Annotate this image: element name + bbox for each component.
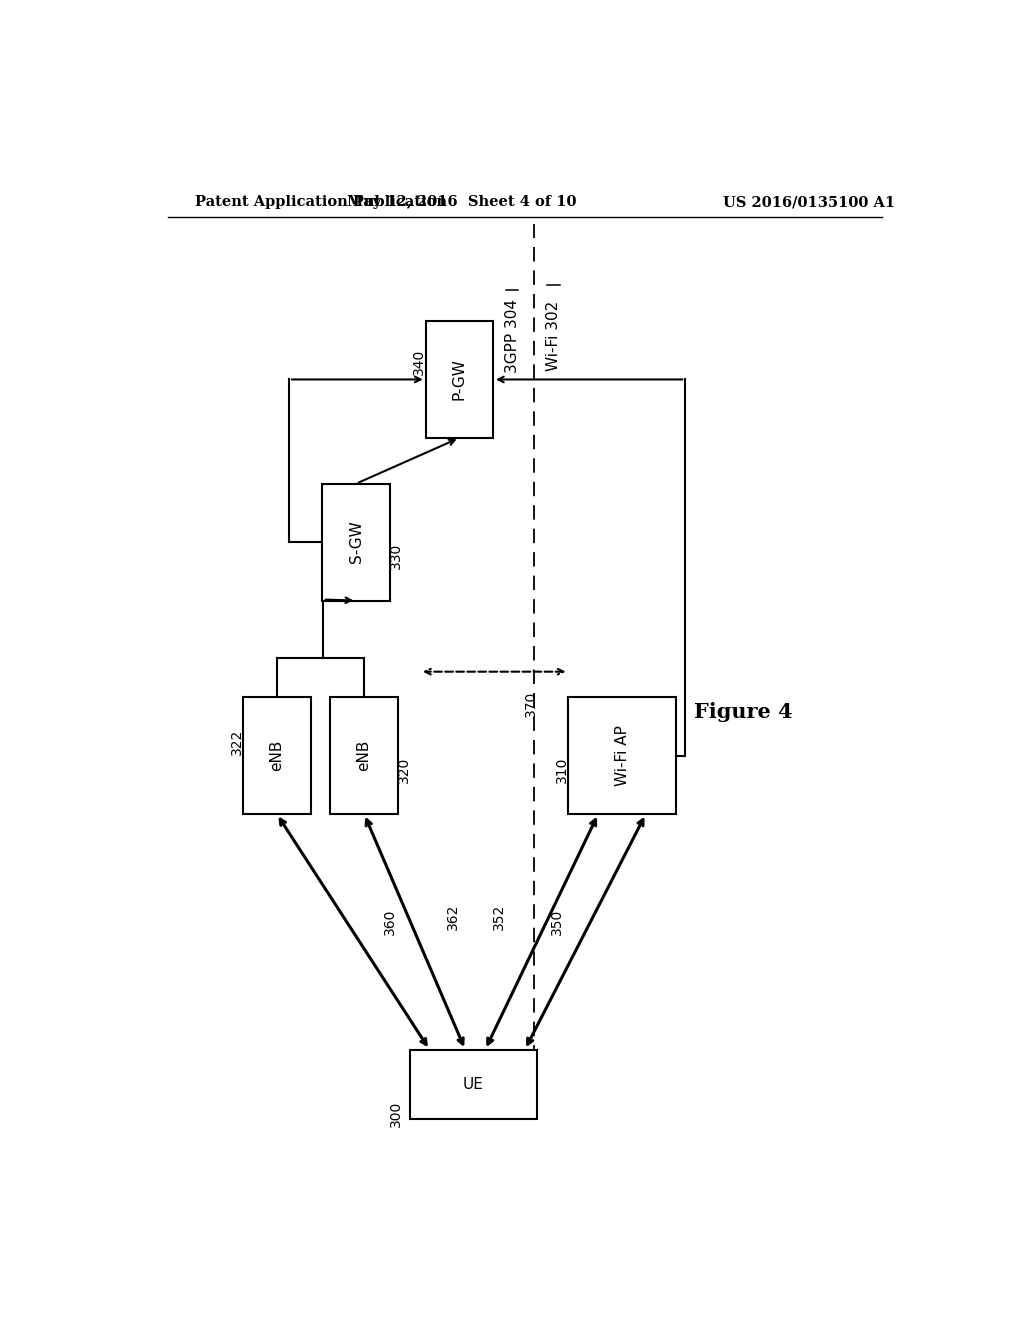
Text: 362: 362 xyxy=(446,903,461,929)
FancyBboxPatch shape xyxy=(323,483,390,601)
Text: 340: 340 xyxy=(413,348,426,375)
Text: Wi-Fi AP: Wi-Fi AP xyxy=(614,725,630,785)
Text: eNB: eNB xyxy=(356,739,372,771)
Text: 352: 352 xyxy=(492,903,506,929)
FancyBboxPatch shape xyxy=(243,697,310,814)
Text: eNB: eNB xyxy=(269,739,285,771)
Text: 322: 322 xyxy=(229,729,244,755)
Text: US 2016/0135100 A1: US 2016/0135100 A1 xyxy=(723,195,895,209)
Text: 330: 330 xyxy=(389,543,403,569)
Text: 360: 360 xyxy=(383,908,397,935)
Text: Figure 4: Figure 4 xyxy=(693,702,793,722)
Text: 3GPP 304: 3GPP 304 xyxy=(505,300,519,374)
Text: S-GW: S-GW xyxy=(348,520,364,564)
FancyBboxPatch shape xyxy=(331,697,397,814)
Text: 310: 310 xyxy=(555,756,569,783)
FancyBboxPatch shape xyxy=(410,1049,537,1119)
Text: Wi-Fi 302: Wi-Fi 302 xyxy=(546,301,561,371)
Text: 350: 350 xyxy=(550,908,563,935)
Text: 370: 370 xyxy=(524,690,539,717)
Text: UE: UE xyxy=(463,1077,483,1092)
FancyBboxPatch shape xyxy=(426,321,494,438)
Text: 320: 320 xyxy=(397,756,412,783)
Text: May 12, 2016  Sheet 4 of 10: May 12, 2016 Sheet 4 of 10 xyxy=(346,195,577,209)
Text: Patent Application Publication: Patent Application Publication xyxy=(196,195,447,209)
Text: P-GW: P-GW xyxy=(452,359,467,400)
Text: 300: 300 xyxy=(389,1101,403,1127)
FancyBboxPatch shape xyxy=(568,697,676,814)
